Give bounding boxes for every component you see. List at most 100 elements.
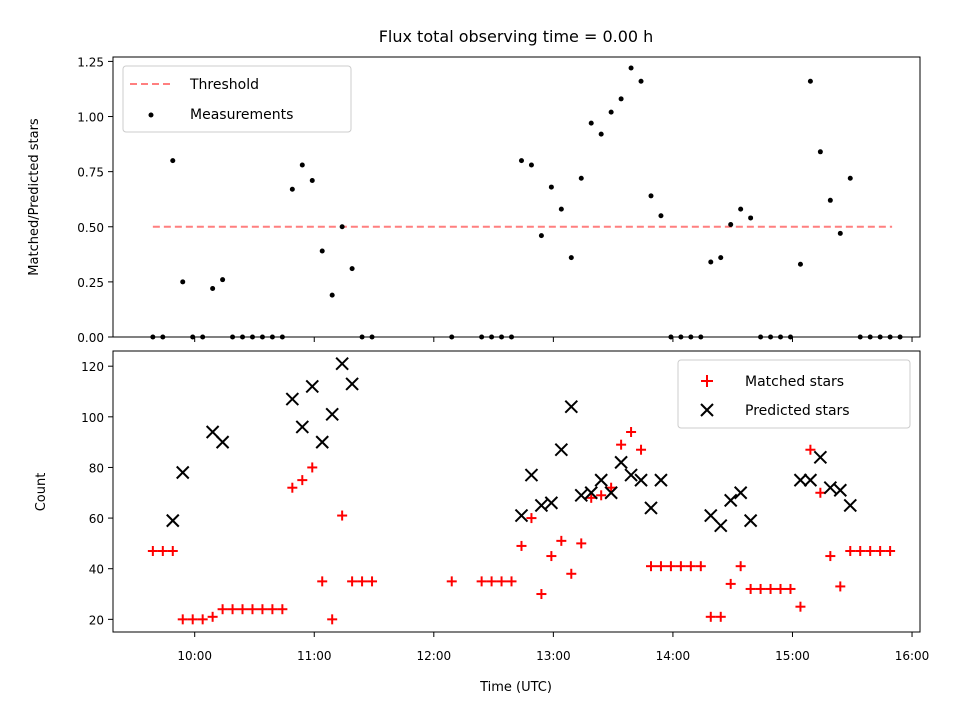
- matched-star-point: [586, 492, 597, 503]
- measurement-point: [708, 259, 714, 265]
- ratio-y-axis-label: Matched/Predicted stars: [27, 118, 42, 276]
- matched-star-point: [516, 540, 527, 551]
- matched-star-point: [237, 604, 248, 615]
- predicted-star-stroke: [335, 356, 349, 371]
- predicted-star-point: [534, 498, 549, 513]
- predicted-star-stroke: [305, 379, 319, 394]
- matched-star-point: [287, 482, 298, 493]
- measurement-point: [558, 206, 564, 212]
- predicted-star-stroke: [624, 468, 638, 482]
- count-y-axis-label: Count: [34, 473, 49, 512]
- predicted-star-stroke: [793, 473, 808, 487]
- matched-star-point: [217, 604, 228, 615]
- matched-star-point: [307, 462, 318, 473]
- predicted-star-point: [813, 450, 828, 465]
- ratio-y-tick-label: 0.50: [77, 221, 104, 235]
- measurement-point: [299, 162, 305, 168]
- predicted-star-point: [654, 473, 668, 487]
- predicted-star-point: [295, 420, 310, 434]
- matched-star-point: [735, 561, 746, 572]
- measurement-point: [817, 149, 823, 155]
- predicted-star-point: [524, 468, 539, 482]
- predicted-star-point: [514, 508, 529, 523]
- measurement-point: [628, 65, 634, 71]
- predicted-star-stroke: [594, 473, 608, 487]
- ratio-legend: Threshold Measurements: [122, 65, 352, 133]
- matched-star-point: [267, 604, 278, 615]
- predicted-star-stroke: [554, 443, 569, 457]
- matched-star-point: [695, 561, 706, 572]
- predicted-star-stroke: [743, 513, 758, 528]
- predicted-star-stroke: [654, 473, 668, 487]
- count-panel: 20 40 60 80 100 120 10:00 11:00 12:00 13:00 14:00 1…: [34, 350, 929, 695]
- measurement-point: [170, 158, 176, 164]
- matched-star-point: [227, 604, 238, 615]
- predicted-star-point: [743, 513, 758, 528]
- predicted-star-stroke: [714, 518, 728, 533]
- legend-predicted-label: Predicted stars: [745, 403, 850, 419]
- matched-star-point: [725, 578, 736, 589]
- count-y-tick-label: 80: [89, 461, 104, 475]
- predicted-star-point: [335, 356, 349, 371]
- predicted-star-stroke: [644, 501, 658, 515]
- predicted-star-stroke: [733, 486, 748, 500]
- matched-star-point: [765, 583, 776, 594]
- measurement-point: [220, 277, 226, 283]
- measurement-point: [319, 248, 325, 254]
- matched-star-point: [875, 545, 886, 556]
- measurement-point: [339, 224, 345, 230]
- ratio-legend-frame: [122, 65, 352, 133]
- predicted-star-stroke: [803, 473, 818, 487]
- measurement-point: [548, 184, 554, 190]
- measurement-point: [588, 120, 594, 126]
- measurement-point: [847, 175, 853, 181]
- predicted-star-point: [733, 486, 748, 500]
- ratio-panel: 0.00 0.25 0.50 0.75 1.00 1.25 Matched/Predict…: [27, 55, 921, 345]
- matched-star-point: [795, 601, 806, 612]
- matched-star-point: [745, 583, 756, 594]
- measurement-point: [618, 96, 624, 102]
- predicted-star-point: [574, 488, 588, 503]
- count-y-tick-label: 60: [89, 512, 104, 526]
- ratio-axes: 0.00 0.25 0.50 0.75 1.00 1.25: [77, 55, 921, 345]
- predicted-star-point: [723, 493, 738, 508]
- predicted-star-stroke: [325, 407, 339, 421]
- predicted-star-point: [315, 435, 329, 449]
- matched-star-point: [775, 583, 786, 594]
- matched-star-point: [177, 614, 188, 625]
- matched-star-point: [167, 545, 178, 556]
- predicted-star-point: [624, 468, 638, 482]
- matched-star-point: [616, 439, 627, 450]
- ratio-y-tick-label: 0.25: [77, 276, 104, 290]
- count-y-tick-label: 20: [89, 613, 104, 627]
- matched-star-point: [247, 604, 258, 615]
- predicted-star-stroke: [514, 508, 529, 523]
- count-marks: [147, 356, 896, 625]
- measurement-point: [807, 78, 813, 84]
- legend-measurements-swatch: [148, 112, 154, 118]
- matched-star-point: [636, 444, 647, 455]
- measurement-point: [598, 131, 604, 137]
- predicted-star-stroke: [564, 399, 579, 414]
- ratio-y-tick-label: 0.75: [77, 166, 104, 180]
- predicted-star-point: [205, 425, 220, 439]
- measurement-point: [837, 230, 843, 236]
- x-axis-label: Time (UTC): [479, 680, 552, 695]
- matched-star-point: [526, 513, 537, 524]
- predicted-star-stroke: [813, 450, 828, 465]
- predicted-star-stroke: [833, 483, 848, 497]
- predicted-star-point: [166, 513, 180, 528]
- predicted-star-point: [604, 486, 618, 500]
- matched-star-point: [257, 604, 268, 615]
- predicted-star-point: [644, 501, 658, 515]
- predicted-star-stroke: [534, 498, 549, 513]
- measurement-point: [658, 213, 664, 219]
- predicted-star-stroke: [166, 513, 180, 528]
- matched-star-point: [835, 581, 846, 592]
- matched-star-point: [277, 604, 288, 615]
- legend-threshold-label: Threshold: [189, 77, 259, 93]
- matched-star-point: [297, 475, 308, 486]
- predicted-star-stroke: [215, 435, 230, 449]
- predicted-star-point: [704, 508, 718, 523]
- predicted-star-stroke: [205, 425, 220, 439]
